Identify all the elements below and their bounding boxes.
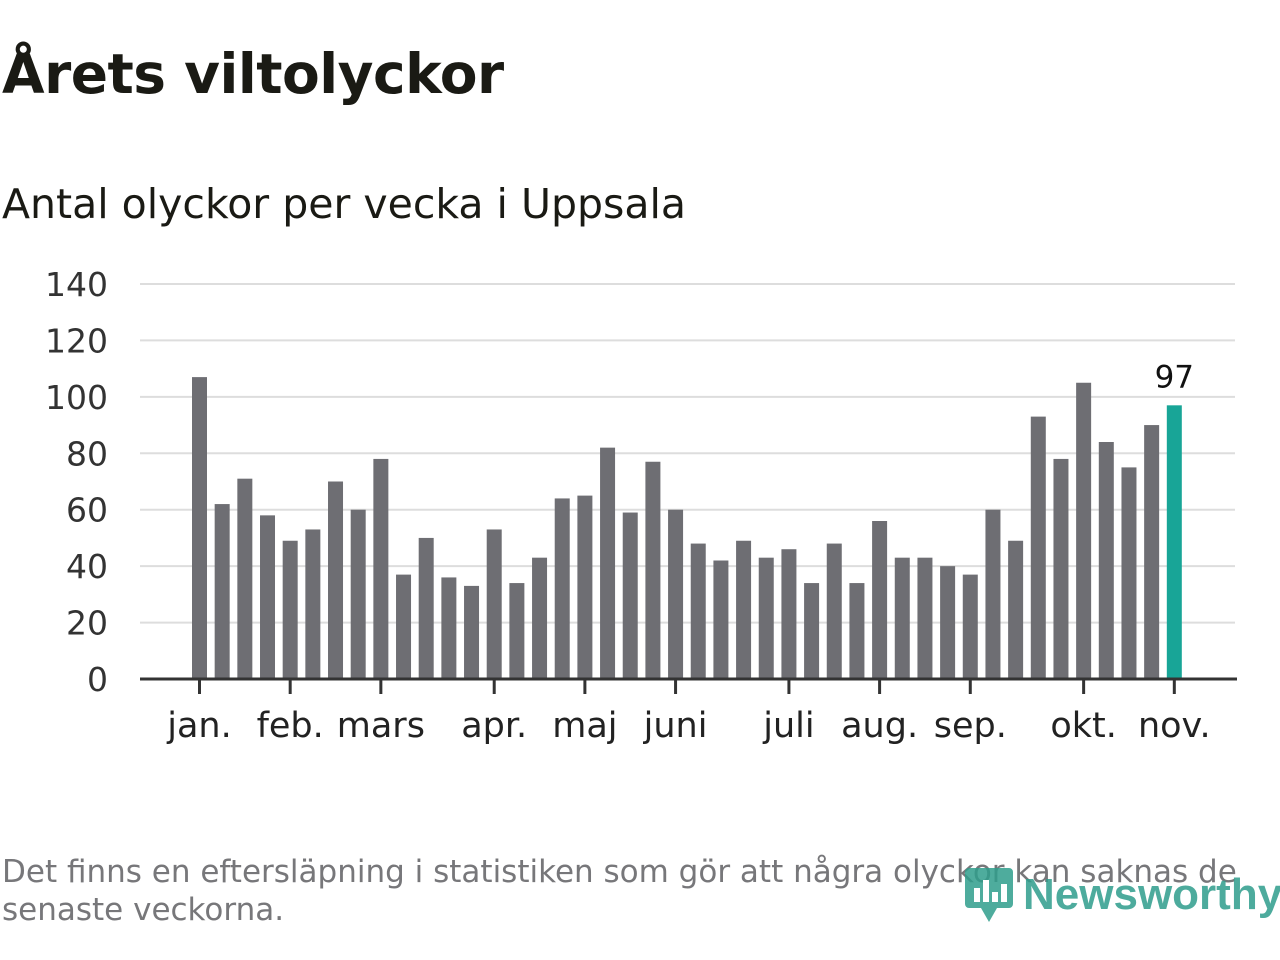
bar-week-10 [396, 574, 412, 679]
bar-week-3 [237, 478, 253, 679]
bar-week-8 [350, 509, 366, 679]
bar-week-4 [260, 515, 276, 679]
bar-week-9 [373, 458, 389, 679]
x-tick-label-aug.: aug. [841, 706, 918, 746]
bar-week-19 [600, 447, 616, 679]
chart-title: Årets viltolyckor [2, 42, 504, 106]
bar-week-25 [736, 540, 752, 679]
bar-week-14 [486, 529, 502, 679]
x-tick-label-feb.: feb. [257, 706, 324, 746]
bar-week-39 [1053, 458, 1069, 679]
y-tick-label-100: 100 [45, 378, 108, 417]
y-tick-label-80: 80 [66, 434, 108, 473]
bar-week-7 [328, 481, 344, 679]
x-tick-label-juni: juni [643, 706, 708, 746]
bar-week-31 [872, 521, 888, 679]
y-tick-label-40: 40 [66, 547, 108, 586]
bar-week-11 [418, 537, 434, 679]
bar-week-30 [849, 583, 865, 679]
gridlines [140, 283, 1235, 624]
bar-week-33 [917, 557, 933, 679]
x-tick-label-okt.: okt. [1050, 706, 1117, 746]
bar-week-34 [940, 566, 956, 679]
chart-subtitle: Antal olyckor per vecka i Uppsala [2, 180, 687, 228]
bar-week-15 [509, 583, 525, 679]
bar-week-28 [804, 583, 820, 679]
bar-week-26 [758, 557, 774, 679]
newsworthy-logo-icon [965, 868, 1013, 922]
data-label-week-44: 97 [1155, 359, 1194, 395]
data-labels: 97 [1155, 359, 1194, 395]
bar-week-17 [554, 498, 570, 679]
brand-name: Newsworthy [1023, 870, 1280, 919]
y-axis-ticks: 0 20 40 60 80 100 120 140 [45, 265, 108, 699]
bar-week-29 [826, 543, 842, 679]
x-tick-label-sep.: sep. [934, 706, 1007, 746]
newsworthy-logo: Newsworthy [963, 862, 1280, 928]
bar-week-40 [1076, 382, 1092, 679]
bar-week-13 [464, 585, 480, 679]
x-tick-label-nov.: nov. [1138, 706, 1211, 746]
bar-week-6 [305, 529, 321, 679]
bar-week-27 [781, 549, 797, 679]
bar-week-36 [985, 509, 1001, 679]
bar-week-35 [962, 574, 978, 679]
bar-week-24 [713, 560, 729, 679]
x-tick-label-mars: mars [337, 706, 425, 746]
x-tick-label-apr.: apr. [461, 706, 527, 746]
bar-week-37 [1008, 540, 1024, 679]
bar-week-5 [282, 540, 298, 679]
y-tick-label-20: 20 [66, 604, 108, 643]
bars [192, 377, 1182, 679]
x-axis: jan. feb. mars apr. maj juni juli aug. sep. okt. n… [140, 677, 1237, 746]
footnote: Det finns en eftersläpning i statistiken… [2, 854, 1237, 928]
bar-week-22 [668, 509, 684, 679]
bar-week-32 [894, 557, 910, 679]
y-tick-label-60: 60 [66, 491, 108, 530]
bar-week-23 [690, 543, 706, 679]
bar-week-12 [441, 577, 457, 679]
bar-week-41 [1098, 442, 1114, 679]
bar-week-42 [1121, 467, 1137, 679]
bar-week-44 [1166, 405, 1182, 679]
y-tick-label-120: 120 [45, 321, 108, 360]
x-tick-label-maj: maj [552, 706, 617, 746]
bar-week-21 [645, 461, 661, 679]
bar-week-20 [622, 512, 638, 679]
bar-week-38 [1030, 416, 1046, 679]
bar-week-1 [192, 377, 207, 679]
x-tick-label-jan.: jan. [166, 706, 231, 746]
bar-week-2 [214, 504, 230, 679]
x-tick-label-juli: juli [762, 706, 814, 746]
bar-week-16 [532, 557, 548, 679]
bar-week-18 [577, 495, 593, 679]
y-tick-label-140: 140 [45, 265, 108, 304]
bar-week-43 [1144, 425, 1160, 679]
y-tick-label-0: 0 [87, 660, 108, 699]
